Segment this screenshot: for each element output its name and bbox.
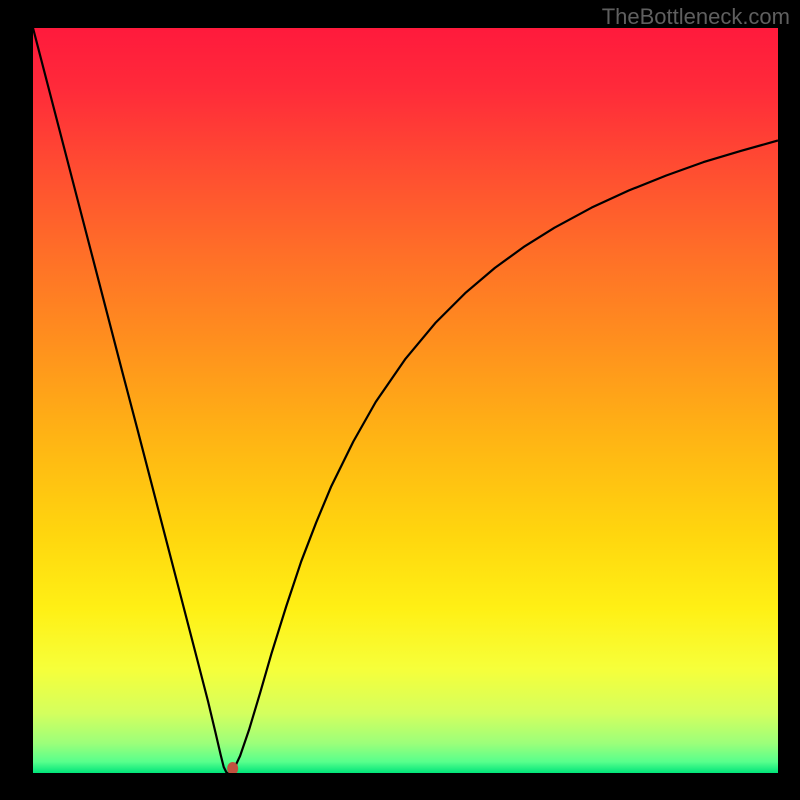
watermark-text: TheBottleneck.com (602, 4, 790, 30)
chart-root: TheBottleneck.com (0, 0, 800, 800)
plot-svg (33, 28, 778, 773)
gradient-background (33, 28, 778, 773)
plot-area (33, 28, 778, 773)
